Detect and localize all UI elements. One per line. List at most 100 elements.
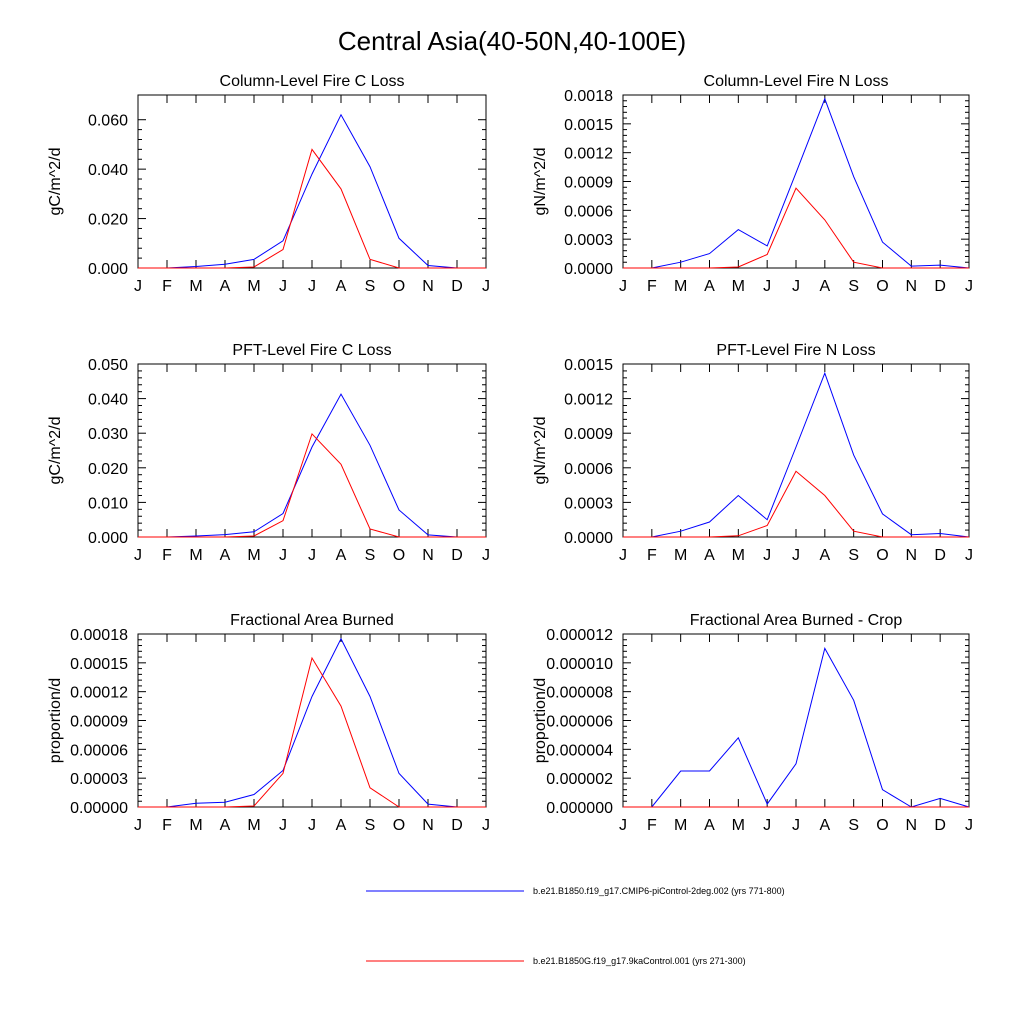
x-tick-label: J: [482, 817, 490, 834]
series-line-2: [623, 470, 969, 538]
panel-title: PFT-Level Fire C Loss: [232, 342, 391, 359]
y-tick-label: 0.0015: [564, 357, 613, 374]
x-tick-label: M: [189, 278, 202, 295]
y-tick-label: 0.020: [88, 461, 128, 478]
x-tick-label: M: [732, 817, 745, 834]
x-tick-label: A: [704, 817, 715, 834]
x-tick-label: D: [451, 278, 463, 295]
x-tick-label: J: [279, 547, 287, 564]
y-tick-label: 0.0015: [564, 117, 613, 134]
series-line-2: [138, 432, 486, 538]
x-tick-label: J: [308, 817, 316, 834]
x-tick-label: N: [906, 817, 918, 834]
y-tick-label: 0.0000: [564, 530, 613, 547]
panel-title: Fractional Area Burned - Crop: [690, 612, 903, 629]
y-axis-title: gC/m^2/d: [47, 148, 64, 216]
series-line-2: [623, 187, 969, 269]
y-tick-label: 0.00003: [70, 771, 128, 788]
x-tick-label: J: [792, 278, 800, 295]
series-line-1: [138, 637, 486, 808]
x-tick-label: F: [162, 817, 172, 834]
y-tick-label: 0.000: [88, 530, 128, 547]
legend-label: b.e21.B1850.f19_g17.CMIP6-piControl-2deg…: [533, 886, 785, 896]
y-tick-label: 0.040: [88, 162, 128, 179]
series-line-1: [138, 113, 486, 269]
y-axis-title: proportion/d: [532, 678, 549, 763]
x-tick-label: N: [422, 817, 434, 834]
y-tick-label: 0.000000: [546, 800, 613, 817]
x-tick-label: A: [336, 278, 347, 295]
x-tick-label: S: [365, 547, 376, 564]
y-tick-label: 0.00006: [70, 742, 128, 759]
x-tick-label: M: [732, 278, 745, 295]
legend-item: b.e21.B1850.f19_g17.CMIP6-piControl-2deg…: [366, 886, 785, 896]
x-tick-label: J: [965, 547, 973, 564]
y-tick-label: 0.0000: [564, 261, 613, 278]
x-tick-label: M: [674, 547, 687, 564]
x-tick-label: D: [934, 817, 946, 834]
x-tick-label: F: [647, 278, 657, 295]
x-tick-label: N: [906, 278, 918, 295]
x-tick-label: J: [134, 278, 142, 295]
legend: b.e21.B1850.f19_g17.CMIP6-piControl-2deg…: [366, 886, 785, 966]
x-tick-label: M: [189, 817, 202, 834]
x-tick-label: A: [336, 547, 347, 564]
y-tick-label: 0.000: [88, 261, 128, 278]
y-tick-label: 0.0003: [564, 495, 613, 512]
x-tick-label: S: [365, 817, 376, 834]
y-tick-label: 0.00000: [70, 800, 128, 817]
panel-title: Fractional Area Burned: [230, 612, 394, 629]
y-tick-label: 0.0006: [564, 203, 613, 220]
x-tick-label: M: [247, 817, 260, 834]
x-tick-label: J: [279, 817, 287, 834]
x-tick-label: J: [619, 278, 627, 295]
x-tick-label: J: [792, 547, 800, 564]
x-tick-label: F: [647, 547, 657, 564]
x-tick-label: J: [619, 547, 627, 564]
y-tick-label: 0.0009: [564, 175, 613, 192]
x-tick-label: O: [876, 817, 888, 834]
x-tick-label: S: [848, 278, 859, 295]
figure-title: Central Asia(40-50N,40-100E): [338, 26, 686, 56]
series-line-1: [623, 97, 970, 269]
x-tick-label: A: [704, 278, 715, 295]
x-tick-label: M: [732, 547, 745, 564]
y-tick-label: 0.00009: [70, 714, 128, 731]
x-tick-label: J: [792, 817, 800, 834]
y-tick-label: 0.00018: [70, 627, 128, 644]
series-line-1: [623, 371, 970, 538]
x-tick-label: J: [763, 817, 771, 834]
x-tick-label: M: [674, 817, 687, 834]
x-tick-label: J: [965, 817, 973, 834]
x-tick-label: O: [876, 547, 888, 564]
y-tick-label: 0.020: [88, 212, 128, 229]
panel-title: Column-Level Fire N Loss: [704, 73, 889, 90]
plot-frame: [137, 363, 487, 538]
y-tick-label: 0.000002: [546, 771, 613, 788]
plot-frame: [137, 94, 487, 269]
y-tick-label: 0.00012: [70, 685, 128, 702]
x-tick-label: O: [876, 278, 888, 295]
series-line-2: [138, 656, 486, 808]
x-tick-label: N: [422, 547, 434, 564]
y-tick-label: 0.0012: [564, 146, 613, 163]
panel-title: Column-Level Fire C Loss: [220, 73, 405, 90]
x-tick-label: D: [934, 278, 946, 295]
y-tick-label: 0.0012: [564, 392, 613, 409]
plot-frame: [622, 363, 970, 538]
x-tick-label: S: [365, 278, 376, 295]
y-tick-label: 0.0009: [564, 426, 613, 443]
x-tick-label: J: [279, 278, 287, 295]
x-tick-label: D: [451, 817, 463, 834]
x-tick-label: J: [482, 278, 490, 295]
x-tick-label: J: [134, 547, 142, 564]
x-tick-label: A: [819, 278, 830, 295]
x-tick-label: J: [763, 547, 771, 564]
x-tick-label: J: [308, 278, 316, 295]
series-line-2: [138, 148, 486, 269]
